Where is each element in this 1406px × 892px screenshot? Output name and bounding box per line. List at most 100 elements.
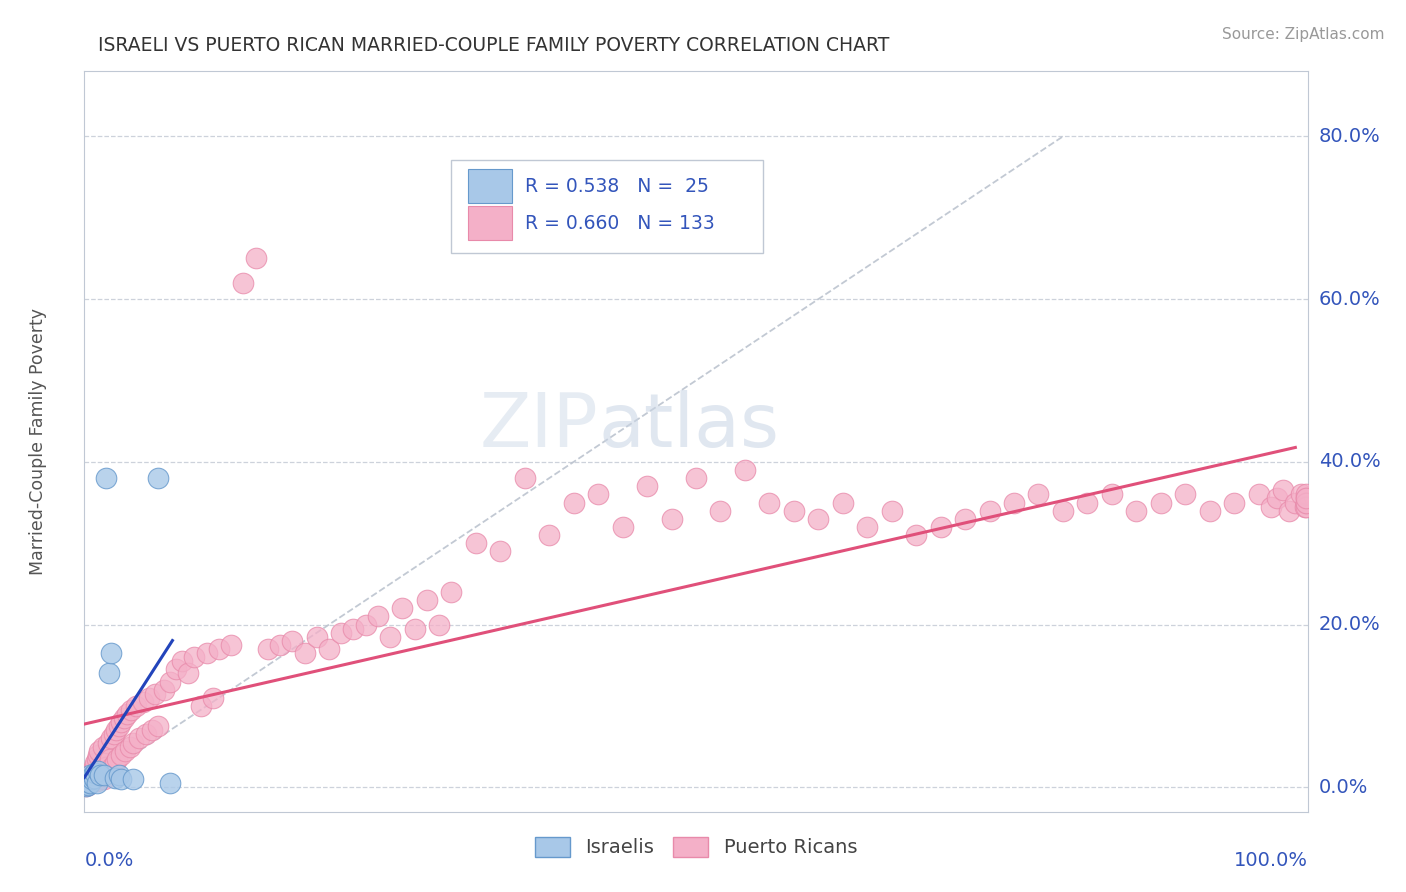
Point — [110, 715, 132, 730]
Point — [440, 585, 463, 599]
Point — [391, 601, 413, 615]
Point — [562, 495, 585, 509]
Point — [1295, 491, 1317, 506]
Point — [100, 731, 122, 746]
Point — [281, 633, 304, 648]
Point — [159, 776, 181, 790]
Point — [1223, 495, 1246, 509]
Point — [122, 772, 145, 787]
Point — [427, 617, 450, 632]
Point — [76, 773, 98, 788]
Point — [83, 771, 105, 785]
FancyBboxPatch shape — [451, 161, 763, 252]
Point — [103, 727, 125, 741]
Point — [1198, 504, 1220, 518]
Point — [1291, 487, 1313, 501]
Point — [76, 777, 98, 791]
Point — [77, 772, 100, 787]
Point — [305, 630, 328, 644]
Point — [75, 779, 97, 793]
Point — [76, 777, 98, 791]
Point — [96, 471, 118, 485]
Point — [1052, 504, 1074, 518]
Point — [100, 646, 122, 660]
Point — [93, 772, 115, 787]
Point — [86, 773, 108, 788]
Point — [80, 775, 103, 789]
Text: 40.0%: 40.0% — [1319, 452, 1381, 471]
Point — [128, 731, 150, 746]
Point — [91, 768, 114, 782]
Point — [1174, 487, 1197, 501]
Point — [1295, 495, 1317, 509]
Point — [141, 723, 163, 738]
Point — [905, 528, 928, 542]
Text: atlas: atlas — [598, 390, 779, 463]
FancyBboxPatch shape — [468, 206, 513, 240]
Point — [89, 764, 111, 778]
Point — [661, 512, 683, 526]
Point — [112, 711, 135, 725]
Point — [929, 520, 952, 534]
Point — [856, 520, 879, 534]
Point — [75, 776, 97, 790]
Point — [208, 642, 231, 657]
Point — [122, 735, 145, 749]
Point — [979, 504, 1001, 518]
Text: ISRAELI VS PUERTO RICAN MARRIED-COUPLE FAMILY POVERTY CORRELATION CHART: ISRAELI VS PUERTO RICAN MARRIED-COUPLE F… — [98, 36, 890, 54]
Point — [77, 775, 100, 789]
Point — [83, 760, 105, 774]
Point — [86, 776, 108, 790]
Point — [880, 504, 903, 518]
Point — [82, 768, 104, 782]
Point — [1260, 500, 1282, 514]
Point — [404, 622, 426, 636]
Point — [79, 773, 101, 788]
Point — [97, 666, 120, 681]
Point — [257, 642, 280, 657]
Point — [464, 536, 486, 550]
Point — [190, 698, 212, 713]
Point — [734, 463, 756, 477]
Point — [489, 544, 512, 558]
Point — [110, 772, 132, 787]
Text: 80.0%: 80.0% — [1319, 127, 1381, 146]
Text: 0.0%: 0.0% — [1319, 778, 1368, 797]
Point — [105, 723, 128, 738]
Point — [1125, 504, 1147, 518]
Point — [269, 638, 291, 652]
Point — [135, 727, 157, 741]
Point — [153, 682, 176, 697]
Point — [87, 764, 110, 778]
Point — [118, 739, 141, 754]
Text: Married-Couple Family Poverty: Married-Couple Family Poverty — [30, 308, 46, 575]
Point — [77, 778, 100, 792]
Legend: Israelis, Puerto Ricans: Israelis, Puerto Ricans — [527, 829, 865, 865]
Point — [89, 768, 111, 782]
Point — [831, 495, 853, 509]
Point — [84, 768, 107, 782]
Point — [636, 479, 658, 493]
Point — [953, 512, 976, 526]
Point — [183, 650, 205, 665]
Point — [165, 662, 187, 676]
Text: 100.0%: 100.0% — [1233, 851, 1308, 870]
Point — [1295, 487, 1317, 501]
Point — [107, 768, 129, 782]
Point — [91, 739, 114, 754]
Point — [201, 690, 224, 705]
Text: 20.0%: 20.0% — [1319, 615, 1381, 634]
Point — [232, 276, 254, 290]
Point — [219, 638, 242, 652]
Point — [76, 773, 98, 788]
Point — [84, 756, 107, 770]
Point — [80, 765, 103, 780]
Point — [1076, 495, 1098, 509]
Point — [146, 471, 169, 485]
Point — [1002, 495, 1025, 509]
Point — [342, 622, 364, 636]
Point — [138, 690, 160, 705]
FancyBboxPatch shape — [468, 169, 513, 203]
Point — [94, 756, 117, 770]
Point — [1294, 500, 1316, 514]
